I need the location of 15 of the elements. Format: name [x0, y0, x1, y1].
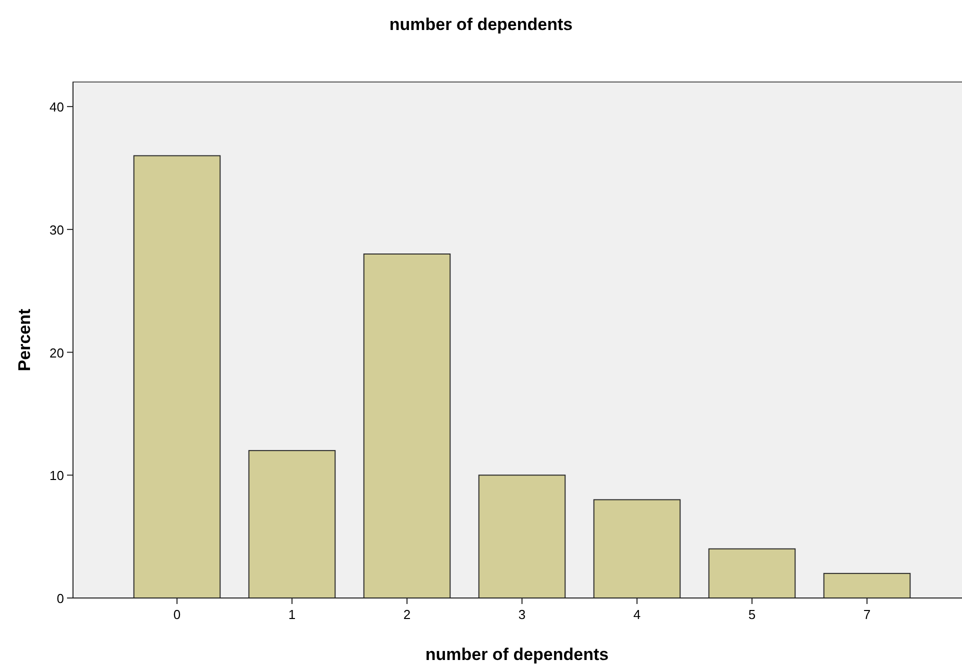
- y-tick-label: 0: [56, 591, 64, 606]
- chart-title: number of dependents: [389, 15, 573, 34]
- x-tick-label: 4: [633, 607, 641, 622]
- y-tick-label: 20: [50, 345, 64, 360]
- y-axis-title: Percent: [15, 308, 34, 372]
- x-tick-label: 3: [518, 607, 526, 622]
- x-tick-label: 5: [748, 607, 756, 622]
- y-tick-label: 40: [50, 100, 64, 115]
- y-tick-label: 30: [50, 222, 64, 238]
- y-tick-label: 10: [50, 468, 64, 484]
- x-tick-label: 1: [288, 607, 296, 622]
- x-axis-title: number of dependents: [425, 645, 609, 664]
- x-tick-label: 7: [863, 607, 871, 622]
- x-tick-label: 0: [173, 607, 181, 622]
- x-tick-label: 2: [403, 607, 411, 622]
